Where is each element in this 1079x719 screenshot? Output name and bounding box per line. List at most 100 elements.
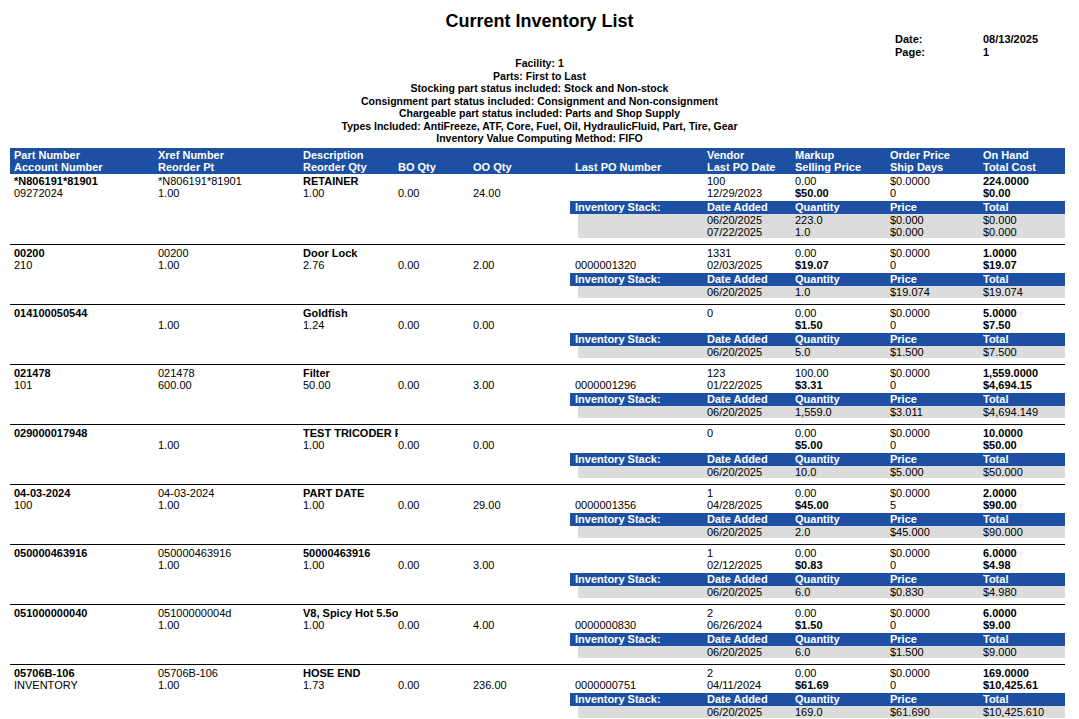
stack-total: $4.980: [983, 586, 1065, 598]
cell-vendor-podate: 2 04/11/2024: [707, 667, 795, 691]
group-separator: [10, 544, 1065, 545]
cell-orderprice-shipdays: $0.0000 0: [890, 547, 983, 571]
stack-spacer: [578, 646, 707, 658]
cell-description-reorderqty: Door Lock 2.76: [303, 247, 398, 271]
stack-col-total: Total: [983, 693, 1065, 706]
on-hand: 6.0000: [983, 607, 1065, 619]
part-number: 04-03-2024: [14, 487, 158, 499]
group-separator: [10, 664, 1065, 665]
stack-row: 06/20/2025 169.0 $61.690 $10,425.610: [578, 706, 1065, 718]
meta-consignment-status: Consignment part status included: Consig…: [0, 95, 1079, 108]
on-hand: 10.0000: [983, 427, 1065, 439]
stack-date-added: 06/20/2025: [707, 286, 795, 298]
vendor: 2: [707, 667, 795, 679]
part-group: 021478 101 021478 600.00 Filter 50.00 0.…: [10, 366, 1065, 425]
bo-qty: 0.00: [398, 319, 473, 331]
part-group: 00200 210 00200 1.00 Door Lock 2.76 0.00…: [10, 246, 1065, 305]
cell-description-reorderqty: RETAINER 1.00: [303, 175, 398, 199]
inventory-stack-label: Inventory Stack:: [575, 393, 707, 406]
meta-computing-method: Inventory Value Computing Method: FIFO: [0, 132, 1079, 145]
markup: 100.00: [795, 367, 890, 379]
stack-spacer: [578, 526, 707, 538]
cell-xref-reorderpt: 1.00: [158, 307, 303, 331]
part-row: 014100050544 1.00 Goldfish 1.24 0.00 0.0…: [10, 306, 1065, 331]
stack-col-price: Price: [890, 573, 983, 586]
part-row: 051000000040 05100000004d 1.00 V8, Spicy…: [10, 606, 1065, 631]
stack-price: $3.011: [890, 406, 983, 418]
cell-part-account: 014100050544: [14, 307, 158, 331]
on-hand: 169.0000: [983, 667, 1065, 679]
part-number: *N806191*81901: [14, 175, 158, 187]
bo-qty: 0.00: [398, 379, 473, 391]
part-group: 014100050544 1.00 Goldfish 1.24 0.00 0.0…: [10, 306, 1065, 365]
cell-markup-sellingprice: 0.00 $0.83: [795, 547, 890, 571]
cell-lastponumber: [575, 175, 707, 199]
page-label: Page:: [895, 46, 983, 59]
account-number: [14, 559, 158, 571]
cell-xref-reorderpt: 05100000004d 1.00: [158, 607, 303, 631]
stack-price: $61.690: [890, 706, 983, 718]
last-po-number: 0000000751: [575, 679, 707, 691]
cell-description-reorderqty: PART DATE 1.00: [303, 487, 398, 511]
stack-date-added: 06/20/2025: [707, 406, 795, 418]
cell-boqty: 0.00: [398, 175, 473, 199]
stack-date-added: 06/20/2025: [707, 346, 795, 358]
part-number: 00200: [14, 247, 158, 259]
col-header-xref-reorderpt: Xref Number Reorder Pt: [158, 149, 303, 173]
order-price: $0.0000: [890, 607, 983, 619]
inventory-stack-label: Inventory Stack:: [575, 201, 707, 214]
stack-col-total: Total: [983, 573, 1065, 586]
stack-spacer: [578, 226, 707, 238]
cell-part-account: 050000463916: [14, 547, 158, 571]
reorder-pt: 1.00: [158, 619, 303, 631]
on-hand: 2.0000: [983, 487, 1065, 499]
selling-price: $1.50: [795, 619, 890, 631]
stack-rows: 06/20/2025 6.0 $1.500 $9.000: [10, 646, 1065, 658]
cell-xref-reorderpt: 050000463916 1.00: [158, 547, 303, 571]
last-po-date: 01/22/2025: [707, 379, 795, 391]
stack-spacer: [578, 214, 707, 226]
stack-col-quantity: Quantity: [795, 693, 890, 706]
col-header-vendor-podate: Vendor Last PO Date: [707, 149, 795, 173]
inventory-stack-header: Inventory Stack: Date Added Quantity Pri…: [570, 393, 1065, 406]
reorder-qty: 2.76: [303, 259, 398, 271]
description: Goldfish: [303, 307, 398, 319]
account-number: 09272024: [14, 187, 158, 199]
vendor: 1331: [707, 247, 795, 259]
reorder-pt: 1.00: [158, 499, 303, 511]
col-header-orderprice-shipdays: Order Price Ship Days: [890, 149, 983, 173]
group-separator: [10, 244, 1065, 245]
bo-qty: 0.00: [398, 439, 473, 451]
last-po-date: 06/26/2024: [707, 619, 795, 631]
cell-orderprice-shipdays: $0.0000 5: [890, 487, 983, 511]
account-number: 100: [14, 499, 158, 511]
cell-ooqty: 4.00: [473, 607, 575, 631]
page-value: 1: [983, 46, 989, 59]
stack-col-date-added: Date Added: [707, 513, 795, 526]
cell-onhand-totalcost: 224.0000 $0.00: [983, 175, 1065, 199]
last-po-number: 0000001296: [575, 379, 707, 391]
stack-total: $90.000: [983, 526, 1065, 538]
total-cost: $4,694.15: [983, 379, 1065, 391]
inventory-stack-header: Inventory Stack: Date Added Quantity Pri…: [570, 333, 1065, 346]
inventory-stack-header: Inventory Stack: Date Added Quantity Pri…: [570, 513, 1065, 526]
last-po-date: [707, 439, 795, 451]
stack-quantity: 6.0: [795, 646, 890, 658]
reorder-pt: 1.00: [158, 679, 303, 691]
cell-vendor-podate: 1 02/12/2025: [707, 547, 795, 571]
inventory-stack-header: Inventory Stack: Date Added Quantity Pri…: [570, 693, 1065, 706]
vendor: 100: [707, 175, 795, 187]
cell-boqty: 0.00: [398, 247, 473, 271]
cell-ooqty: 29.00: [473, 487, 575, 511]
stack-col-quantity: Quantity: [795, 633, 890, 646]
stack-spacer: [578, 406, 707, 418]
last-po-number: 0000001320: [575, 259, 707, 271]
part-row: 029000017948 1.00 TEST TRICODER PART 1.0…: [10, 426, 1065, 451]
part-number: 050000463916: [14, 547, 158, 559]
cell-part-account: 05706B-106 INVENTORY: [14, 667, 158, 691]
group-separator: [10, 364, 1065, 365]
part-group: 051000000040 05100000004d 1.00 V8, Spicy…: [10, 606, 1065, 665]
reorder-qty: 1.24: [303, 319, 398, 331]
cell-xref-reorderpt: *N806191*81901 1.00: [158, 175, 303, 199]
xref-number: 050000463916: [158, 547, 303, 559]
